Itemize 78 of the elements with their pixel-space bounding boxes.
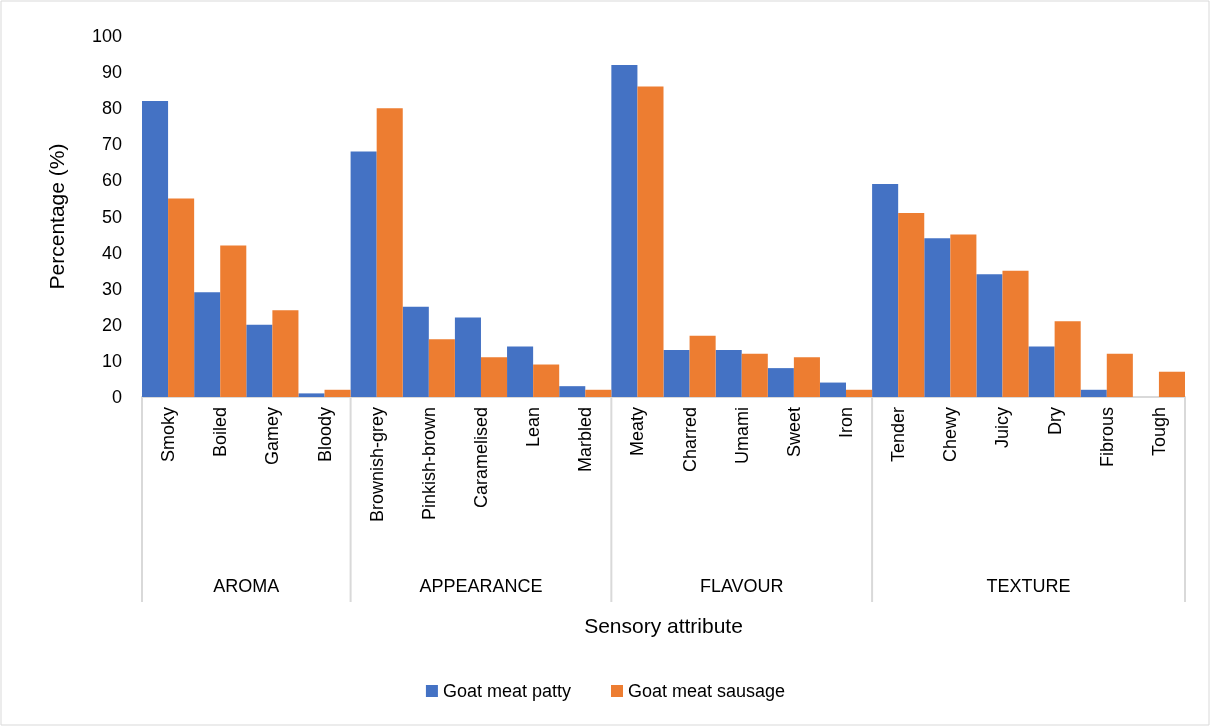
x-tick-label: Iron bbox=[836, 407, 857, 439]
legend-label: Goat meat patty bbox=[442, 681, 571, 701]
x-tick-label: Tender bbox=[888, 407, 909, 463]
bar bbox=[402, 306, 429, 397]
bar bbox=[924, 238, 951, 397]
x-tick-label: Juicy bbox=[992, 407, 1013, 449]
y-tick-label: 0 bbox=[111, 387, 122, 407]
y-tick-label: 20 bbox=[101, 314, 122, 335]
bar bbox=[1028, 346, 1055, 397]
bar bbox=[1054, 321, 1081, 397]
bar bbox=[741, 353, 768, 397]
bar bbox=[793, 357, 820, 397]
bar bbox=[559, 386, 586, 397]
bar bbox=[1106, 353, 1133, 397]
y-tick-label: 70 bbox=[101, 134, 122, 155]
bar bbox=[480, 357, 508, 397]
bar bbox=[194, 292, 221, 397]
x-tick-label: Pinkish-brown bbox=[418, 407, 439, 521]
y-tick-label: 10 bbox=[101, 350, 122, 371]
bar bbox=[376, 108, 403, 397]
bar bbox=[715, 350, 742, 397]
bar bbox=[689, 335, 716, 397]
bar bbox=[637, 86, 664, 397]
x-tick-label: Tough bbox=[1148, 407, 1169, 457]
bar bbox=[533, 364, 560, 397]
x-tick-label: Bloody bbox=[314, 407, 335, 463]
y-axis-title: Percentage (%) bbox=[45, 143, 68, 290]
bar bbox=[324, 389, 351, 397]
bar bbox=[819, 382, 847, 397]
bar bbox=[272, 310, 299, 397]
bar bbox=[663, 350, 690, 397]
x-axis-title: Sensory attribute bbox=[584, 614, 743, 637]
x-tick-label: Sweet bbox=[783, 407, 804, 458]
x-tick-label: Charred bbox=[679, 407, 700, 473]
bar bbox=[976, 274, 1003, 397]
x-tick-label: Dry bbox=[1044, 407, 1065, 435]
y-tick-label: 60 bbox=[101, 170, 122, 191]
y-tick-label: 100 bbox=[91, 26, 122, 46]
x-tick-label: Brownish-grey bbox=[366, 407, 387, 523]
bar bbox=[767, 368, 794, 397]
x-tick-label: Gamey bbox=[262, 407, 283, 466]
bar bbox=[872, 184, 899, 397]
bar bbox=[1080, 389, 1107, 397]
bar bbox=[298, 393, 325, 397]
text: APPEARANCE bbox=[419, 576, 543, 596]
bar bbox=[142, 100, 169, 397]
x-tick-label: Boiled bbox=[210, 407, 231, 458]
bar bbox=[507, 346, 534, 397]
y-tick-label: 40 bbox=[101, 242, 122, 263]
bar bbox=[428, 339, 455, 397]
bar bbox=[611, 64, 638, 397]
x-tick-label: Fibrous bbox=[1096, 407, 1117, 468]
y-tick-label: 50 bbox=[101, 206, 122, 227]
x-tick-label: Lean bbox=[523, 407, 544, 448]
bar bbox=[585, 389, 612, 397]
bar bbox=[246, 324, 273, 397]
y-tick-label: 80 bbox=[101, 98, 122, 119]
x-tick-label: Meaty bbox=[627, 407, 648, 457]
x-tick-label: Caramelised bbox=[470, 407, 491, 509]
bar bbox=[898, 212, 925, 397]
bar bbox=[846, 389, 873, 397]
bar bbox=[950, 234, 977, 397]
bar bbox=[1002, 270, 1029, 397]
bar bbox=[350, 151, 377, 397]
y-tick-label: 30 bbox=[101, 278, 122, 299]
text: FLAVOUR bbox=[699, 576, 784, 596]
x-tick-label: Umami bbox=[731, 407, 752, 464]
bar bbox=[1158, 371, 1185, 397]
text: AROMA bbox=[213, 576, 280, 596]
x-tick-label: Smoky bbox=[158, 407, 179, 463]
legend-label: Goat meat sausage bbox=[627, 681, 786, 701]
x-tick-label: Chewy bbox=[940, 407, 961, 463]
x-tick-label: Marbled bbox=[575, 407, 596, 473]
bar bbox=[454, 317, 481, 397]
bar bbox=[168, 198, 195, 397]
text: TEXTURE bbox=[986, 576, 1071, 596]
bar bbox=[220, 245, 247, 397]
y-tick-label: 90 bbox=[101, 62, 122, 83]
